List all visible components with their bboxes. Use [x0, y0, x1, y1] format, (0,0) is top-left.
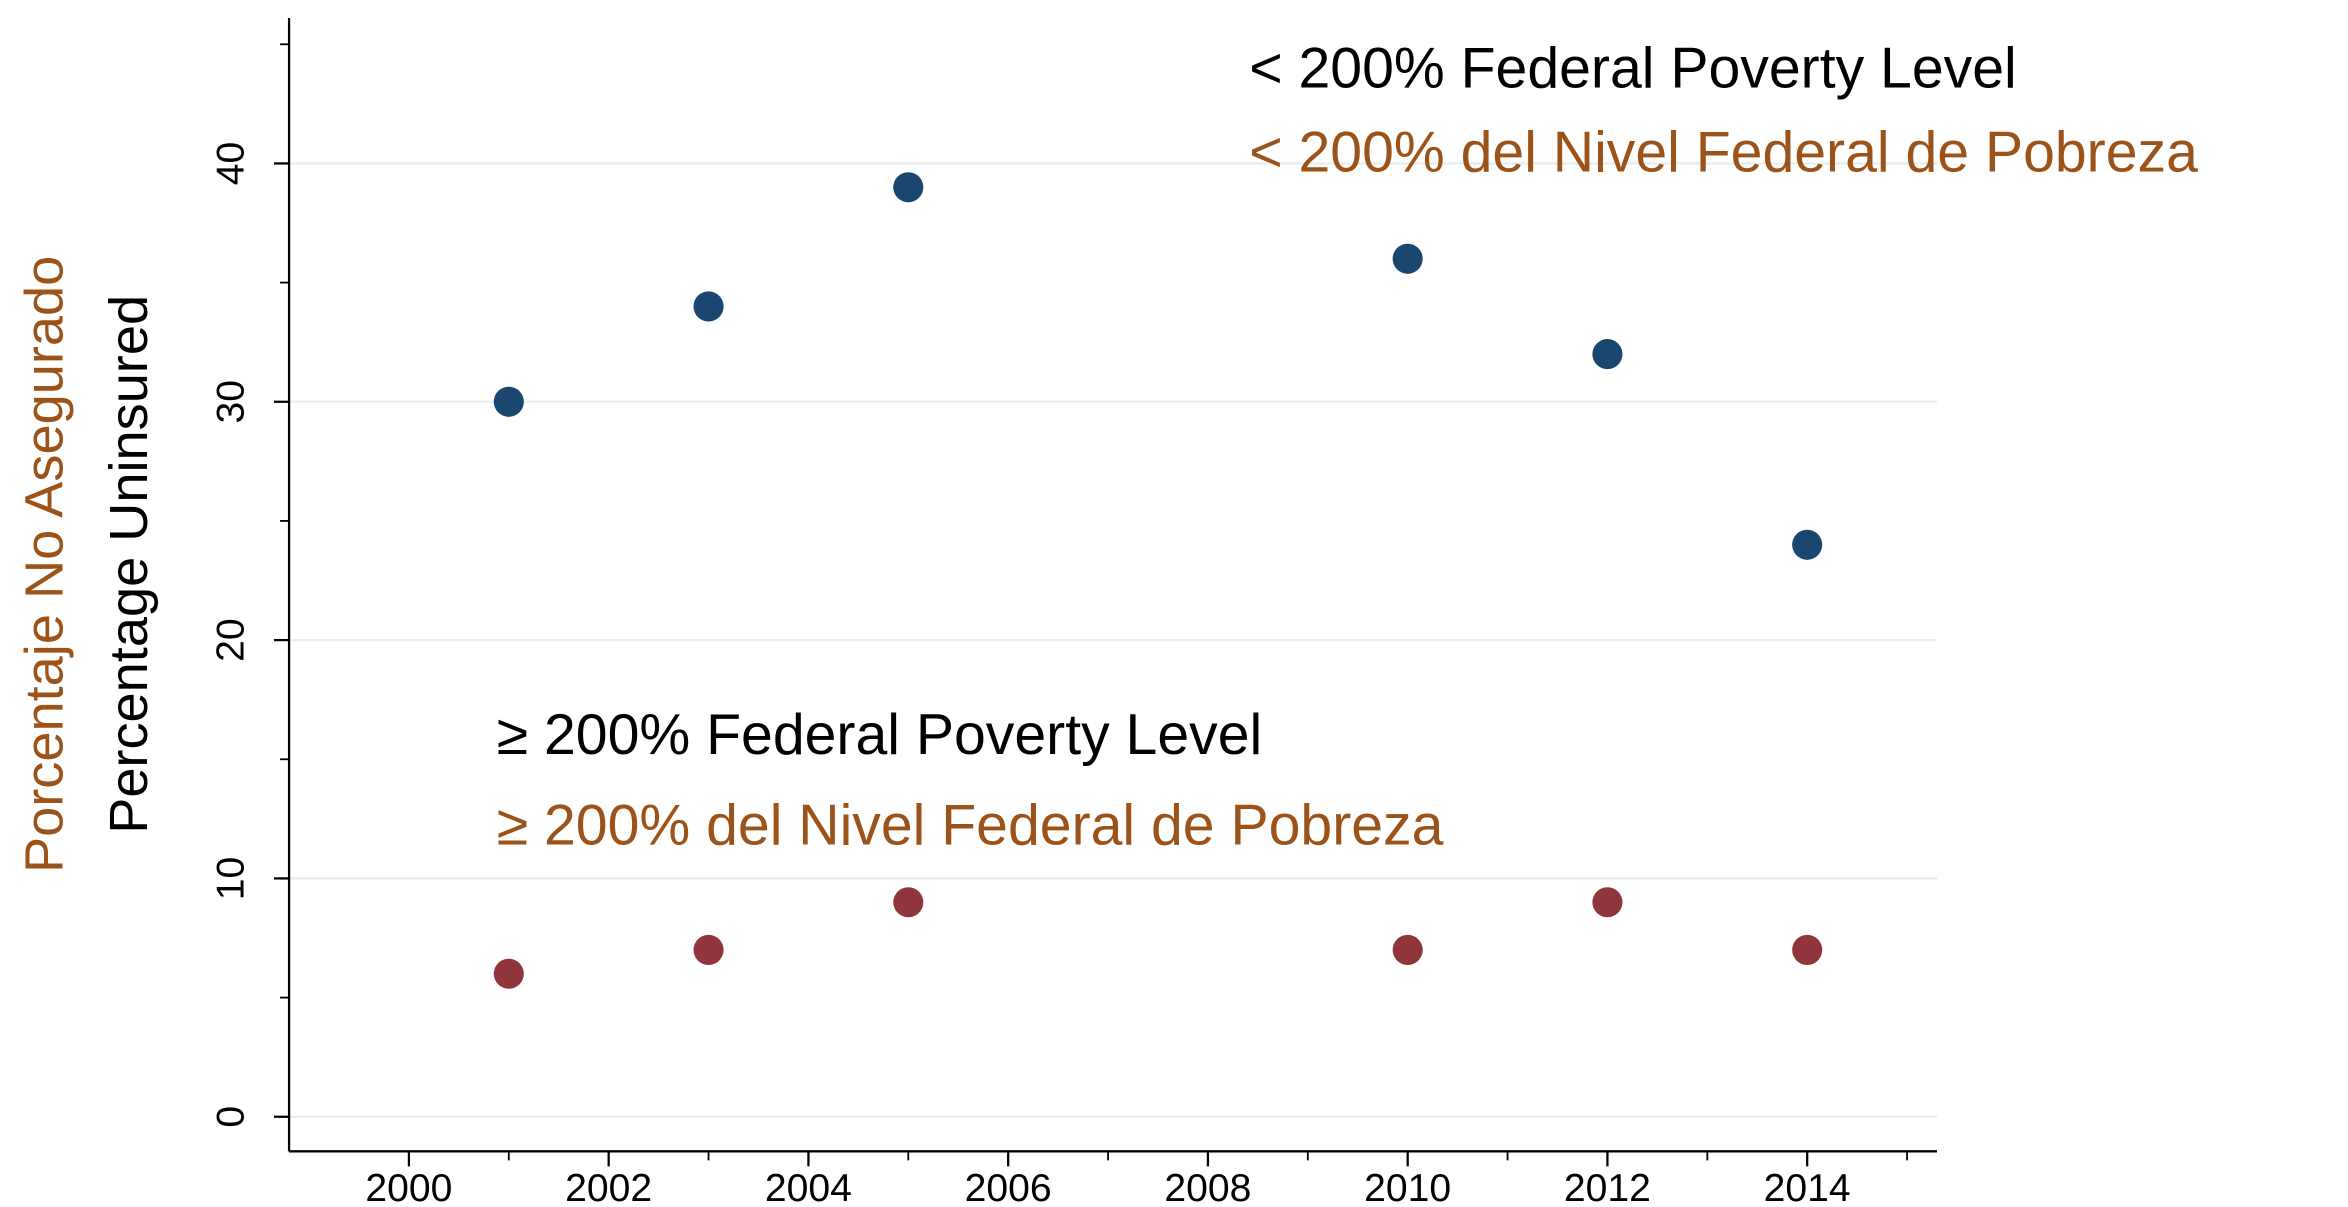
y-axis-label-es: Porcentaje No Asegurado — [15, 256, 75, 873]
point — [1392, 934, 1423, 965]
point — [893, 172, 924, 203]
x-tick-label: 2008 — [1164, 1167, 1251, 1207]
y-tick-label: 0 — [210, 1106, 253, 1128]
point — [1592, 887, 1623, 918]
point — [693, 291, 724, 322]
point — [1592, 339, 1623, 370]
point — [1392, 243, 1423, 274]
x-tick-label: 2004 — [765, 1167, 852, 1207]
x-tick-label: 2012 — [1564, 1167, 1651, 1207]
x-tick-label: 2014 — [1764, 1167, 1851, 1207]
annotation: < 200% Federal Poverty Level — [1249, 36, 2017, 100]
point — [893, 887, 924, 918]
x-tick-label: 2006 — [965, 1167, 1052, 1207]
x-tick-label: 2000 — [365, 1167, 452, 1207]
point — [493, 386, 524, 417]
y-tick-label: 10 — [210, 857, 253, 901]
point — [1792, 529, 1823, 560]
x-tick-label: 2010 — [1364, 1167, 1451, 1207]
y-tick-label: 40 — [210, 142, 253, 186]
annotation: < 200% del Nivel Federal de Pobreza — [1249, 121, 2198, 185]
y-axis-label: Percentage Uninsured — [99, 295, 159, 834]
point — [693, 934, 724, 965]
annotation: ≥ 200% Federal Poverty Level — [497, 703, 1262, 767]
annotation: ≥ 200% del Nivel Federal de Pobreza — [497, 793, 1444, 857]
point — [493, 958, 524, 989]
y-tick-label: 20 — [210, 618, 253, 662]
x-tick-label: 2002 — [565, 1167, 652, 1207]
point — [1792, 934, 1823, 965]
y-tick-label: 30 — [210, 380, 253, 424]
